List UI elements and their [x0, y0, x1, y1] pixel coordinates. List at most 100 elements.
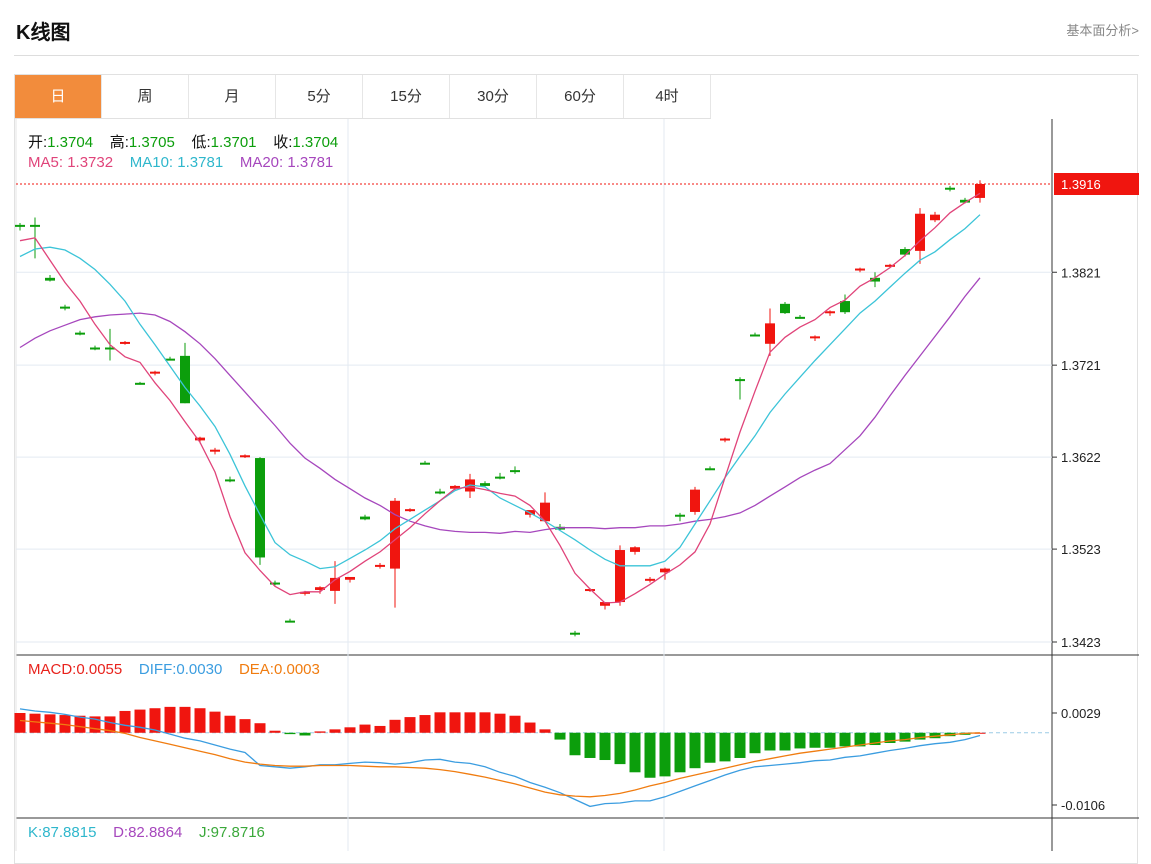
tab-15min[interactable]: 15分	[363, 75, 450, 118]
close-label: 收:	[273, 134, 293, 151]
candle	[780, 301, 790, 315]
candle-body	[270, 582, 280, 585]
candle	[495, 472, 505, 480]
candle-body	[645, 578, 655, 581]
fundamental-analysis-link[interactable]: 基本面分析>	[1066, 23, 1139, 38]
candle	[420, 460, 430, 465]
candle	[90, 345, 100, 351]
tab-month[interactable]: 月	[189, 75, 276, 118]
tab-5min[interactable]: 5分	[276, 75, 363, 118]
candle	[255, 457, 265, 565]
candle	[390, 498, 400, 608]
candle	[450, 484, 460, 491]
candle-body	[450, 485, 460, 489]
macd-bar	[479, 712, 491, 733]
high-label: 高:	[109, 134, 129, 151]
diff-label: DIFF:	[138, 661, 177, 678]
macd-bar	[509, 715, 521, 733]
diff-line	[19, 708, 981, 808]
candle	[165, 356, 175, 361]
low-label: 低:	[191, 134, 211, 151]
macd-bar	[644, 732, 656, 778]
macd-bar	[164, 706, 176, 733]
candle	[45, 275, 55, 282]
j-value: 97.8716	[210, 824, 265, 841]
candle-body	[480, 483, 490, 486]
candle-body	[300, 591, 310, 594]
macd-bar	[269, 730, 281, 733]
candle	[135, 381, 145, 385]
candle-body	[660, 568, 670, 573]
candle	[570, 630, 580, 637]
candle	[540, 492, 550, 522]
candle-body	[780, 303, 790, 314]
candle-body	[90, 347, 100, 350]
candle	[285, 618, 295, 623]
macd-bar	[254, 723, 266, 733]
candle-body	[510, 470, 520, 473]
k-label: K:	[28, 824, 43, 841]
macd-bar	[119, 710, 131, 733]
macd-bar	[374, 725, 386, 733]
tab-30min[interactable]: 30分	[450, 75, 537, 118]
macd-bar	[599, 732, 611, 761]
macd-bar	[389, 719, 401, 733]
macd-bar	[689, 732, 701, 769]
candle-body	[585, 589, 595, 592]
ma10-label: MA10:	[129, 154, 178, 171]
candle	[60, 304, 70, 311]
candle	[765, 308, 775, 356]
macd-bar	[569, 732, 581, 756]
price-tick-label: 1.3423	[1061, 635, 1101, 650]
candle	[720, 437, 730, 443]
macd-bar	[899, 732, 911, 742]
candle	[75, 330, 85, 336]
candle-body	[315, 587, 325, 590]
candle-body	[225, 479, 235, 482]
candle	[270, 580, 280, 586]
high-value: 1.3705	[128, 134, 175, 151]
macd-bar	[749, 732, 761, 754]
tab-4hour[interactable]: 4时	[624, 75, 711, 118]
candle	[210, 447, 220, 455]
macd-bar	[314, 731, 326, 733]
last-price-label: 1.3916	[1061, 177, 1101, 192]
macd-bar	[839, 732, 851, 747]
macd-bar	[674, 732, 686, 773]
candle-body	[255, 458, 265, 558]
macd-bar	[59, 715, 71, 733]
period-tabs: 日 周 月 5分 15分 30分 60分 4时	[15, 75, 711, 119]
d-value: 82.8864	[128, 824, 183, 841]
price-tick-label: 1.3523	[1061, 542, 1101, 557]
tab-60min[interactable]: 60分	[537, 75, 624, 118]
candle	[825, 310, 835, 316]
macd-bar	[914, 732, 926, 740]
j-label: J:	[199, 824, 211, 841]
candle-body	[135, 382, 145, 385]
candle	[180, 342, 190, 404]
macd-bar	[194, 708, 206, 733]
tab-week[interactable]: 周	[102, 75, 189, 118]
candle	[405, 508, 415, 512]
tab-day[interactable]: 日	[15, 75, 102, 118]
macd-bar	[764, 732, 776, 751]
candle-body	[570, 632, 580, 635]
candle-body	[750, 334, 760, 337]
candle-body	[45, 277, 55, 281]
candle-body	[15, 224, 25, 227]
macd-bar	[704, 732, 716, 763]
macd-bar	[929, 732, 941, 739]
macd-bar	[404, 717, 416, 733]
candle-body	[900, 249, 910, 255]
ma5-value: 1.3732	[67, 154, 114, 171]
candle	[840, 294, 850, 315]
candle	[150, 370, 160, 376]
ma10-line	[19, 214, 981, 570]
candle	[330, 561, 340, 604]
candle-body	[435, 491, 445, 494]
candle-body	[150, 371, 160, 374]
macd-bar	[179, 706, 191, 733]
candle-body	[210, 449, 220, 452]
dea-line	[19, 719, 981, 798]
